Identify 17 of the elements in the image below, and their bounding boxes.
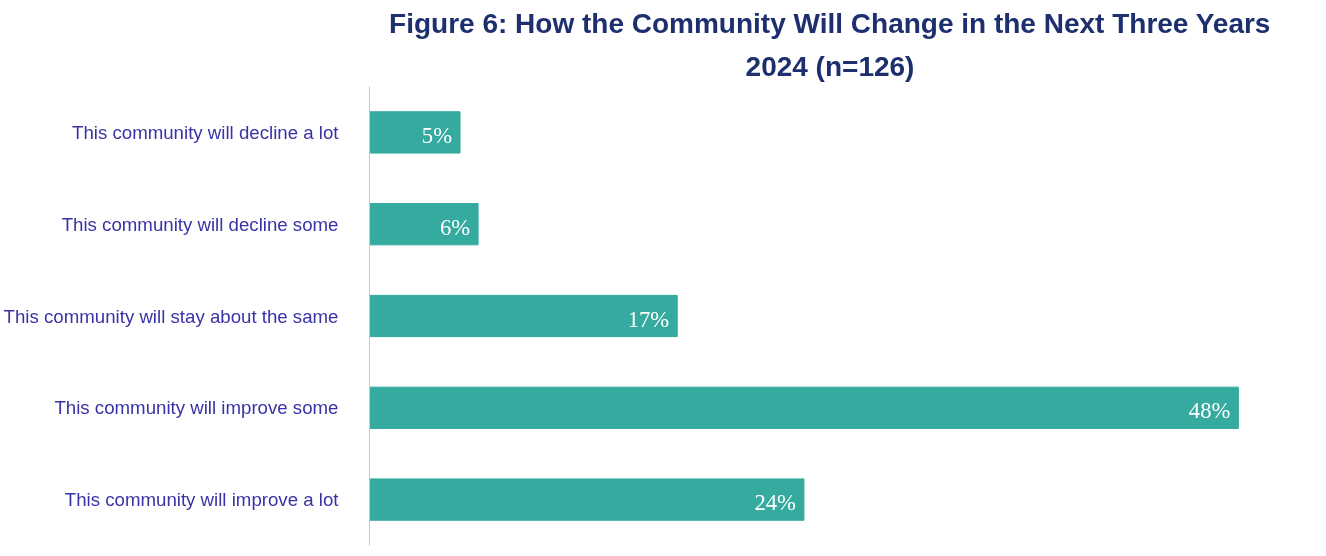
y-tick-label: This community will stay about the same [3,305,339,327]
chart-title: Figure 6: How the Community Will Change in the Next Three Years [389,7,1271,39]
y-tick-label: This community will decline some [61,213,339,235]
y-tick-label: This community will improve some [54,397,339,419]
bar [369,294,678,338]
bar [369,478,805,521]
data-label: 6% [439,214,471,240]
y-tick-label: This community will decline a lot [72,121,340,143]
data-label: 48% [1188,398,1231,424]
bar [369,386,1239,429]
data-label: 5% [421,122,453,148]
bar [369,111,461,154]
y-tick-label: This community will improve a lot [64,489,340,511]
chart-subtitle: 2024 (n=126) [745,50,915,82]
data-label: 24% [754,490,797,516]
data-label: 17% [627,306,670,332]
bar [369,203,479,246]
